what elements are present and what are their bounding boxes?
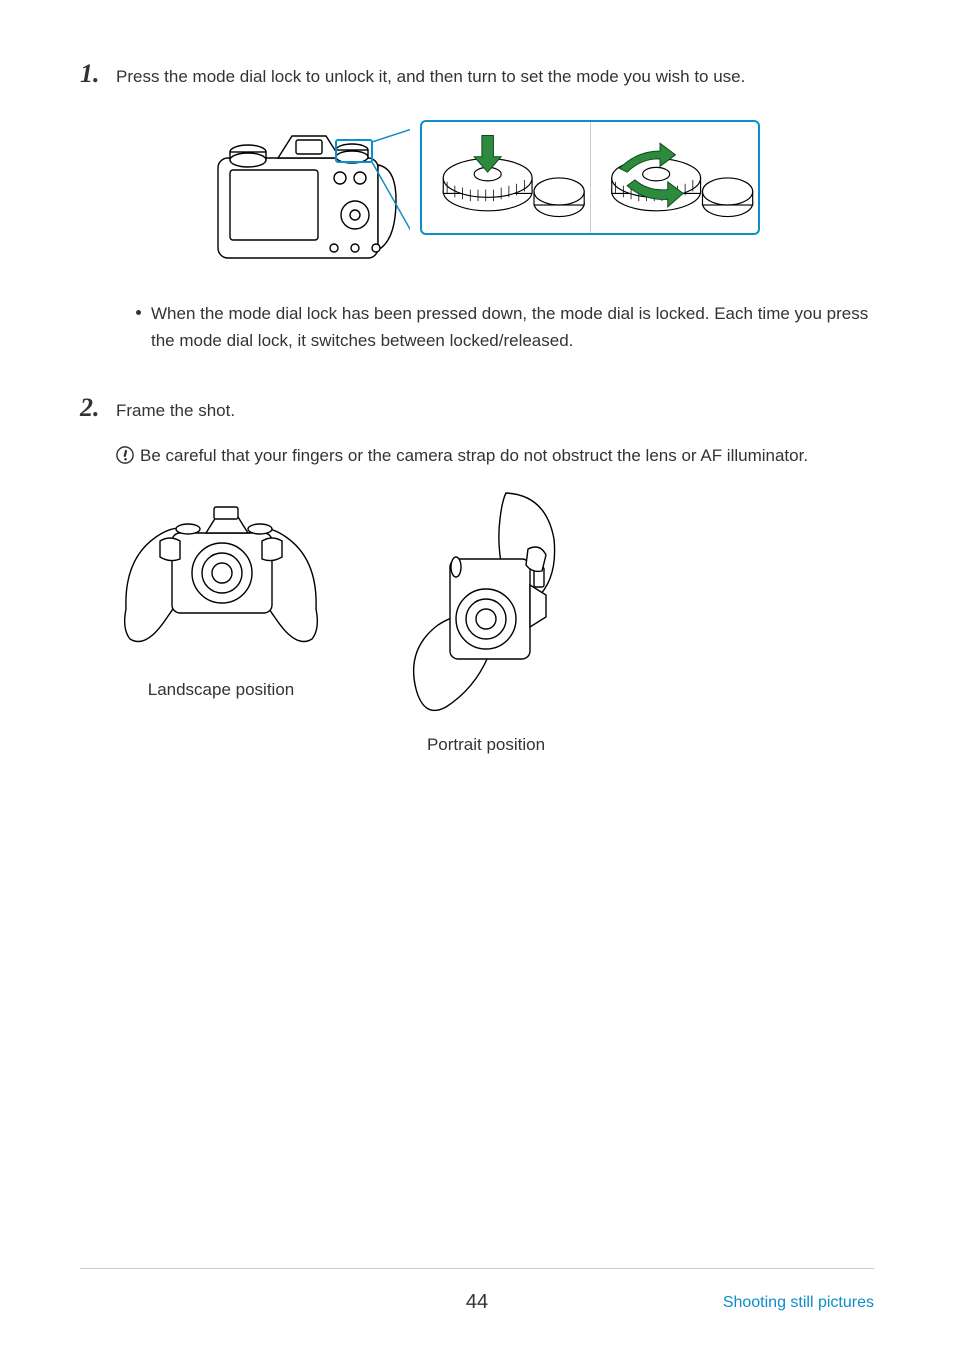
caution-icon	[116, 446, 134, 464]
portrait-position-item: Portrait position	[386, 489, 586, 755]
step-2: 2. Frame the shot.	[80, 394, 874, 424]
dial-closeup-panel	[420, 120, 760, 235]
mode-dial-note-text: When the mode dial lock has been pressed…	[151, 300, 874, 354]
mode-dial-note: When the mode dial lock has been pressed…	[136, 300, 874, 354]
portrait-position-illustration	[386, 489, 586, 729]
dial-turn-illustration	[590, 122, 758, 233]
step-2-number: 2.	[80, 394, 116, 423]
caution-note: Be careful that your fingers or the came…	[116, 443, 874, 469]
landscape-label: Landscape position	[148, 680, 295, 700]
section-link[interactable]: Shooting still pictures	[723, 1294, 874, 1312]
mode-dial-diagram	[200, 120, 874, 270]
caution-text: Be careful that your fingers or the came…	[140, 443, 808, 469]
page-footer: 44 Shooting still pictures	[80, 1268, 874, 1314]
portrait-label: Portrait position	[427, 735, 545, 755]
dial-press-illustration	[422, 122, 590, 233]
bullet-icon	[136, 310, 141, 315]
step-1-number: 1.	[80, 60, 116, 89]
page-number: 44	[466, 1291, 488, 1314]
camera-positions: Landscape position Po	[116, 489, 874, 755]
camera-body-illustration	[200, 120, 410, 270]
step-1: 1. Press the mode dial lock to unlock it…	[80, 60, 874, 90]
landscape-position-illustration	[116, 489, 326, 674]
step-1-text: Press the mode dial lock to unlock it, a…	[116, 60, 874, 90]
step-2-text: Frame the shot.	[116, 394, 874, 424]
landscape-position-item: Landscape position	[116, 489, 326, 755]
